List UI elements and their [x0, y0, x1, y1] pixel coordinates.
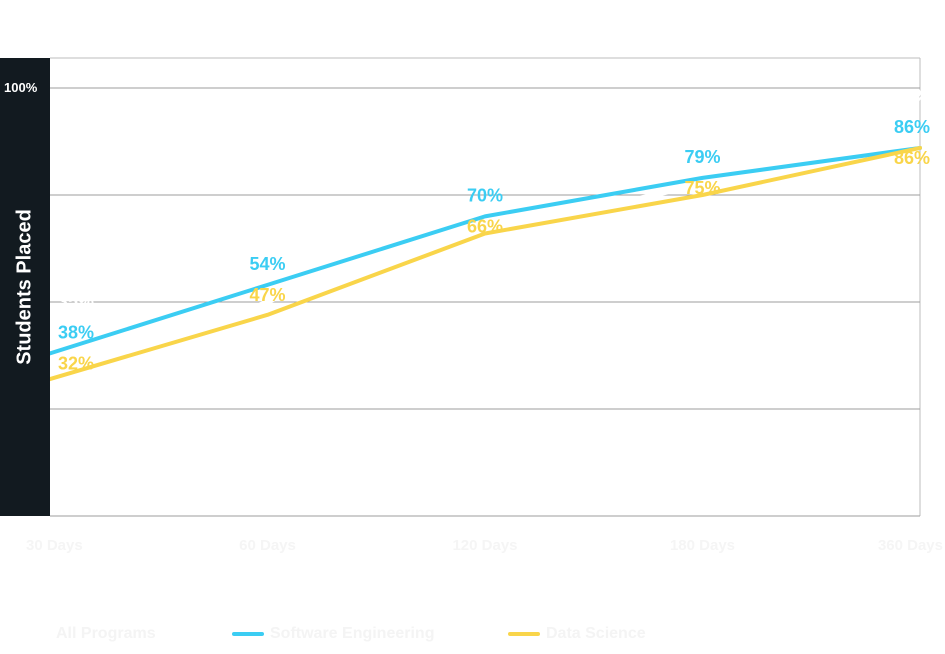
data-label: 35% — [58, 291, 94, 311]
y-axis-band — [0, 58, 50, 516]
data-label: 68% — [467, 154, 503, 174]
data-label: 50% — [249, 223, 285, 243]
data-label: 66% — [467, 216, 503, 236]
data-label: 70% — [467, 185, 503, 205]
legend-swatch — [508, 632, 540, 636]
y-axis-label: Students Placed — [13, 209, 36, 365]
legend-item-data-science: Data Science — [508, 620, 646, 648]
legend-swatch — [232, 632, 264, 636]
series-line — [48, 145, 922, 369]
x-tick-label: 120 Days — [452, 537, 517, 554]
data-label: 86% — [894, 117, 930, 137]
data-label: 77% — [684, 116, 720, 136]
data-label: 79% — [684, 147, 720, 167]
legend: All Programs Software Engineering Data S… — [0, 620, 945, 648]
series-line — [48, 145, 922, 356]
data-label: 86% — [894, 86, 930, 106]
legend-item-software-engineering: Software Engineering — [232, 620, 434, 648]
legend-label: All Programs — [56, 625, 156, 642]
data-label: 32% — [58, 353, 94, 373]
legend-label: Data Science — [546, 625, 646, 642]
legend-label: Software Engineering — [270, 625, 435, 642]
x-tick-label: 180 Days — [670, 537, 735, 554]
data-label: 86% — [894, 148, 930, 168]
x-tick-label: 60 Days — [239, 537, 296, 554]
x-tick-label: 360 Days — [878, 537, 943, 554]
data-label: 47% — [249, 285, 285, 305]
data-label: 54% — [249, 254, 285, 274]
series-line — [48, 145, 922, 382]
data-label: 75% — [684, 178, 720, 198]
data-label: 38% — [58, 322, 94, 342]
y-tick-label: 100% — [4, 80, 38, 95]
legend-item-all-programs: All Programs — [56, 620, 156, 648]
x-tick-label: 30 Days — [26, 537, 83, 554]
